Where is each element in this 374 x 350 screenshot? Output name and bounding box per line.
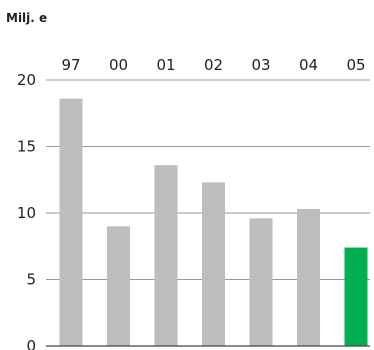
category-label-03: 03 [251,56,270,74]
category-labels: 97 00 01 02 03 04 05 [61,56,365,74]
bar-02 [202,182,225,346]
y-tick-label-15: 15 [17,138,36,156]
category-label-00: 00 [109,56,128,74]
bar-04 [297,209,320,346]
bar-01 [154,165,178,346]
category-label-02: 02 [204,56,223,74]
bar-00 [107,226,130,346]
bar-03 [249,218,273,346]
y-tick-label-5: 5 [26,271,36,289]
unit-label: Milj. e [6,11,47,25]
bar-97 [59,98,83,347]
category-label-97: 97 [61,56,80,74]
y-tick-label-0: 0 [26,337,36,350]
y-tick-label-10: 10 [17,204,36,222]
y-tick-label-20: 20 [17,71,36,89]
y-axis-tick-labels: 0 5 10 15 20 [17,71,36,350]
bars [59,98,368,347]
bar-05 [344,247,368,346]
category-label-04: 04 [299,56,318,74]
category-label-05: 05 [346,56,365,74]
category-label-01: 01 [156,56,175,74]
